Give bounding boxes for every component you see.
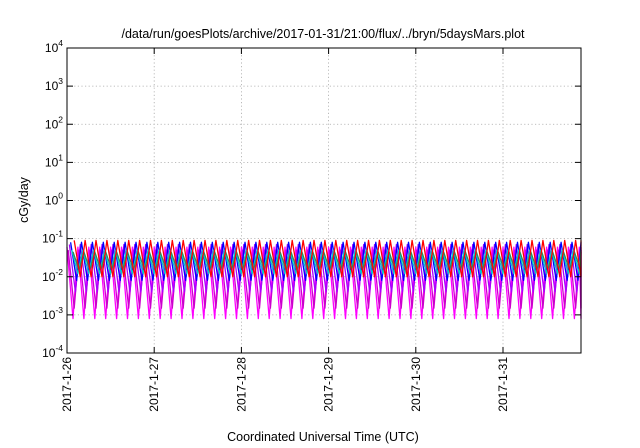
x-tick-label: 2017-1-26 (60, 357, 74, 412)
x-tick-label: 2017-1-29 (322, 357, 336, 412)
grid (67, 48, 581, 353)
y-tick-label: 10-3 (42, 305, 63, 322)
y-axis-label: cGy/day (17, 176, 31, 223)
series-line (66, 246, 582, 320)
y-tick-label: 103 (45, 76, 63, 93)
x-tick-label: 2017-1-28 (234, 357, 248, 412)
series-line (71, 249, 582, 275)
y-tick-label: 104 (45, 38, 63, 55)
series-line (73, 239, 582, 278)
y-tick-label: 101 (45, 152, 63, 169)
y-tick-label: 10-1 (42, 229, 63, 246)
y-tick-label: 10-2 (42, 267, 63, 284)
x-tick-label: 2017-1-27 (147, 357, 161, 412)
chart-title: /data/run/goesPlots/archive/2017-01-31/2… (121, 27, 525, 41)
series-group (66, 239, 582, 320)
x-tick-label: 2017-1-31 (496, 357, 510, 412)
axis-ticks (66, 47, 581, 354)
y-tick-label: 100 (45, 191, 63, 208)
y-tick-label: 10-4 (42, 343, 63, 360)
x-tick-label: 2017-1-30 (409, 357, 423, 412)
y-tick-label: 102 (45, 114, 63, 131)
x-axis-label: Coordinated Universal Time (UTC) (227, 430, 419, 444)
